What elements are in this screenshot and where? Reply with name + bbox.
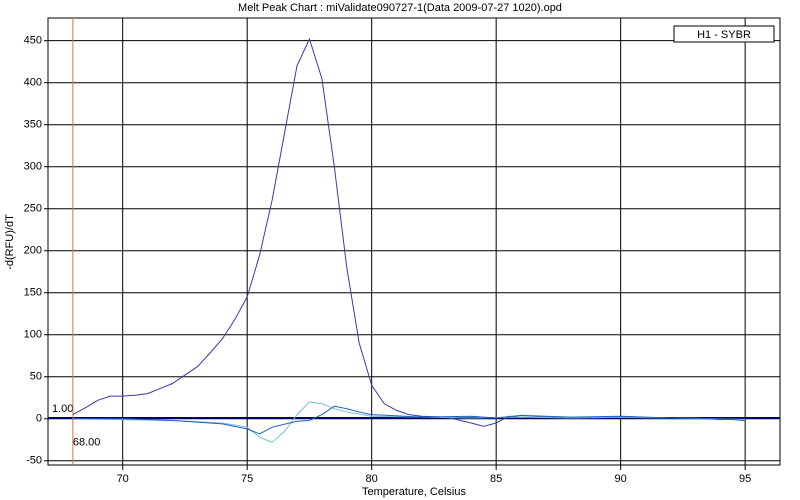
chart-title: Melt Peak Chart : miValidate090727-1(Dat… xyxy=(238,2,562,14)
x-tick-label: 95 xyxy=(739,473,751,485)
y-tick-label: 450 xyxy=(24,35,42,47)
y-tick-label: 250 xyxy=(24,203,42,215)
melt-curve xyxy=(72,37,746,427)
x-axis-label: Temperature, Celsius xyxy=(362,486,466,498)
x-tick-label: 90 xyxy=(615,473,627,485)
y-tick-label: 350 xyxy=(24,119,42,131)
legend-box xyxy=(673,25,775,43)
x-tick-label: 75 xyxy=(241,473,253,485)
threshold-label: 1.00 xyxy=(52,403,73,415)
y-tick-label: 100 xyxy=(24,329,42,341)
legend-entry: H1 - SYBR xyxy=(697,29,751,41)
y-tick-label: 50 xyxy=(30,371,42,383)
melt-curve xyxy=(72,405,746,435)
x-tick-label: 80 xyxy=(366,473,378,485)
cursor-label: 68.00 xyxy=(73,437,101,449)
y-axis-label: -d(RFU)/dT xyxy=(4,214,16,270)
y-tick-label: 400 xyxy=(24,77,42,89)
x-tick-label: 85 xyxy=(490,473,502,485)
y-tick-label: 0 xyxy=(36,413,42,425)
y-tick-label: -50 xyxy=(26,455,42,467)
y-tick-label: 300 xyxy=(24,161,42,173)
x-tick-label: 70 xyxy=(117,473,129,485)
y-tick-label: 200 xyxy=(24,245,42,257)
plot-frame xyxy=(47,17,781,466)
melt-curve xyxy=(72,401,746,443)
y-tick-label: 150 xyxy=(24,287,42,299)
